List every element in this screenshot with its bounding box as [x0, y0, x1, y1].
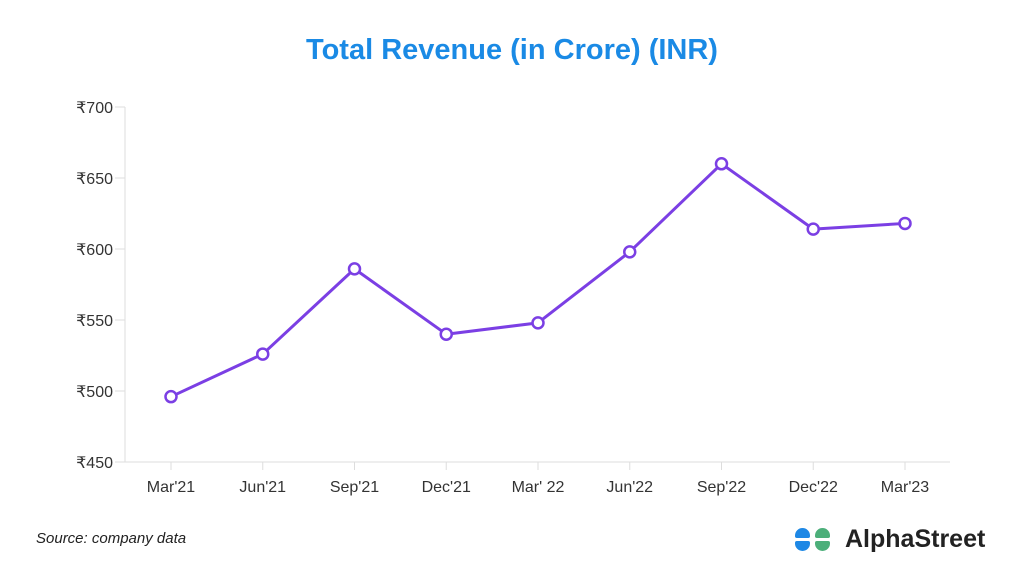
data-point	[531, 316, 545, 330]
chart-title: Total Revenue (in Crore) (INR)	[306, 34, 718, 66]
x-tick-label: Mar'21	[147, 479, 196, 496]
y-tick-label: ₹700	[76, 100, 113, 117]
data-point	[898, 216, 912, 231]
line-chart: ₹450 ₹500 ₹550 ₹600 ₹650 ₹700 Mar'21 Jun'21 Sep'…	[76, 100, 950, 496]
alphastreet-logo: AlphaStreet	[795, 525, 985, 554]
logo-text: AlphaStreet	[845, 525, 986, 553]
data-point	[164, 389, 178, 404]
data-point	[256, 347, 270, 361]
x-tick-label: Mar' 22	[512, 479, 565, 496]
y-tick-label: ₹450	[76, 455, 113, 472]
x-tick-label: Mar'23	[881, 479, 930, 496]
series-line	[170, 162, 906, 399]
x-tick-label: Jun'21	[239, 479, 286, 496]
data-point	[439, 327, 453, 341]
data-point	[714, 157, 729, 171]
y-tick-label: ₹550	[76, 313, 113, 330]
y-tick-label: ₹600	[76, 242, 113, 259]
x-tick-label: Sep'22	[697, 479, 746, 496]
data-point	[806, 222, 820, 236]
y-tick-label: ₹500	[76, 384, 113, 401]
logo-icon	[795, 527, 833, 552]
x-tick-label: Jun'22	[606, 479, 653, 496]
x-tick-label: Dec'21	[422, 479, 471, 496]
x-tick-label: Sep'21	[330, 479, 379, 496]
data-point	[347, 262, 362, 276]
data-point	[623, 245, 637, 259]
source-note: Source: company data	[36, 530, 187, 547]
x-tick-label: Dec'22	[789, 479, 838, 496]
y-tick-label: ₹650	[76, 171, 113, 188]
